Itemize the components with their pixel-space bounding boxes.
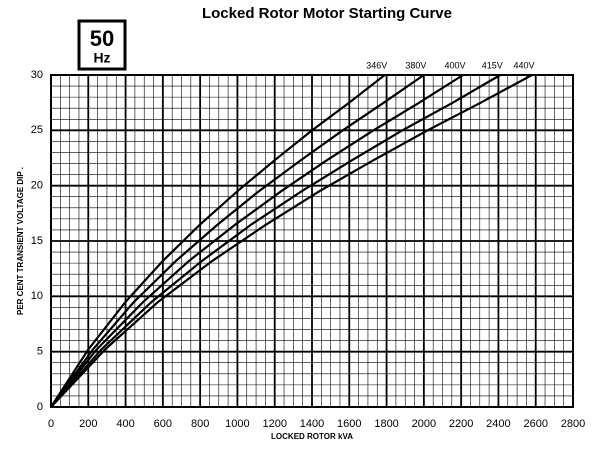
- badge-box: [77, 19, 127, 71]
- x-tick-label: 400: [116, 418, 134, 430]
- legend-label: 440V: [513, 60, 534, 70]
- x-tick-label: 2600: [523, 418, 547, 430]
- x-tick-label: 1400: [300, 418, 324, 430]
- x-tick-label: 2400: [486, 418, 510, 430]
- y-tick-label: 15: [31, 235, 43, 247]
- curve: [50, 74, 501, 408]
- x-tick-label: 2200: [449, 418, 473, 430]
- x-tick-label: 1600: [337, 418, 361, 430]
- badge-number: 50: [90, 26, 114, 51]
- x-tick-label: 800: [191, 418, 209, 430]
- y-axis-label: PER CENT TRANSIENT VOLTAGE DIP .: [16, 167, 25, 315]
- x-tick-label: 1200: [262, 418, 286, 430]
- y-tick-label: 30: [31, 69, 43, 81]
- x-tick-label: 1000: [225, 418, 249, 430]
- legend-label: 400V: [444, 60, 465, 70]
- y-tick-label: 20: [31, 180, 43, 192]
- curve: [50, 74, 425, 408]
- chart-title: Locked Rotor Motor Starting Curve: [202, 5, 452, 22]
- x-tick-label: 2800: [561, 418, 585, 430]
- y-tick-label: 25: [31, 124, 43, 136]
- x-tick-label: 0: [48, 418, 54, 430]
- y-tick-label: 5: [37, 346, 43, 358]
- plot-frame: [50, 74, 574, 408]
- legend-label: 415V: [482, 60, 503, 70]
- curve: [50, 74, 533, 408]
- x-tick-label: 600: [154, 418, 172, 430]
- badge-unit: Hz: [93, 50, 110, 66]
- curve: [50, 74, 386, 408]
- legend-label: 346V: [366, 60, 387, 70]
- curve: [50, 74, 464, 408]
- x-tick-label: 1800: [374, 418, 398, 430]
- y-tick-label: 0: [37, 401, 43, 413]
- x-tick-label: 2000: [412, 418, 436, 430]
- x-axis-label: LOCKED ROTOR kVA: [271, 432, 353, 441]
- legend-label: 380V: [405, 60, 426, 70]
- x-tick-label: 200: [79, 418, 97, 430]
- y-tick-label: 10: [31, 290, 43, 302]
